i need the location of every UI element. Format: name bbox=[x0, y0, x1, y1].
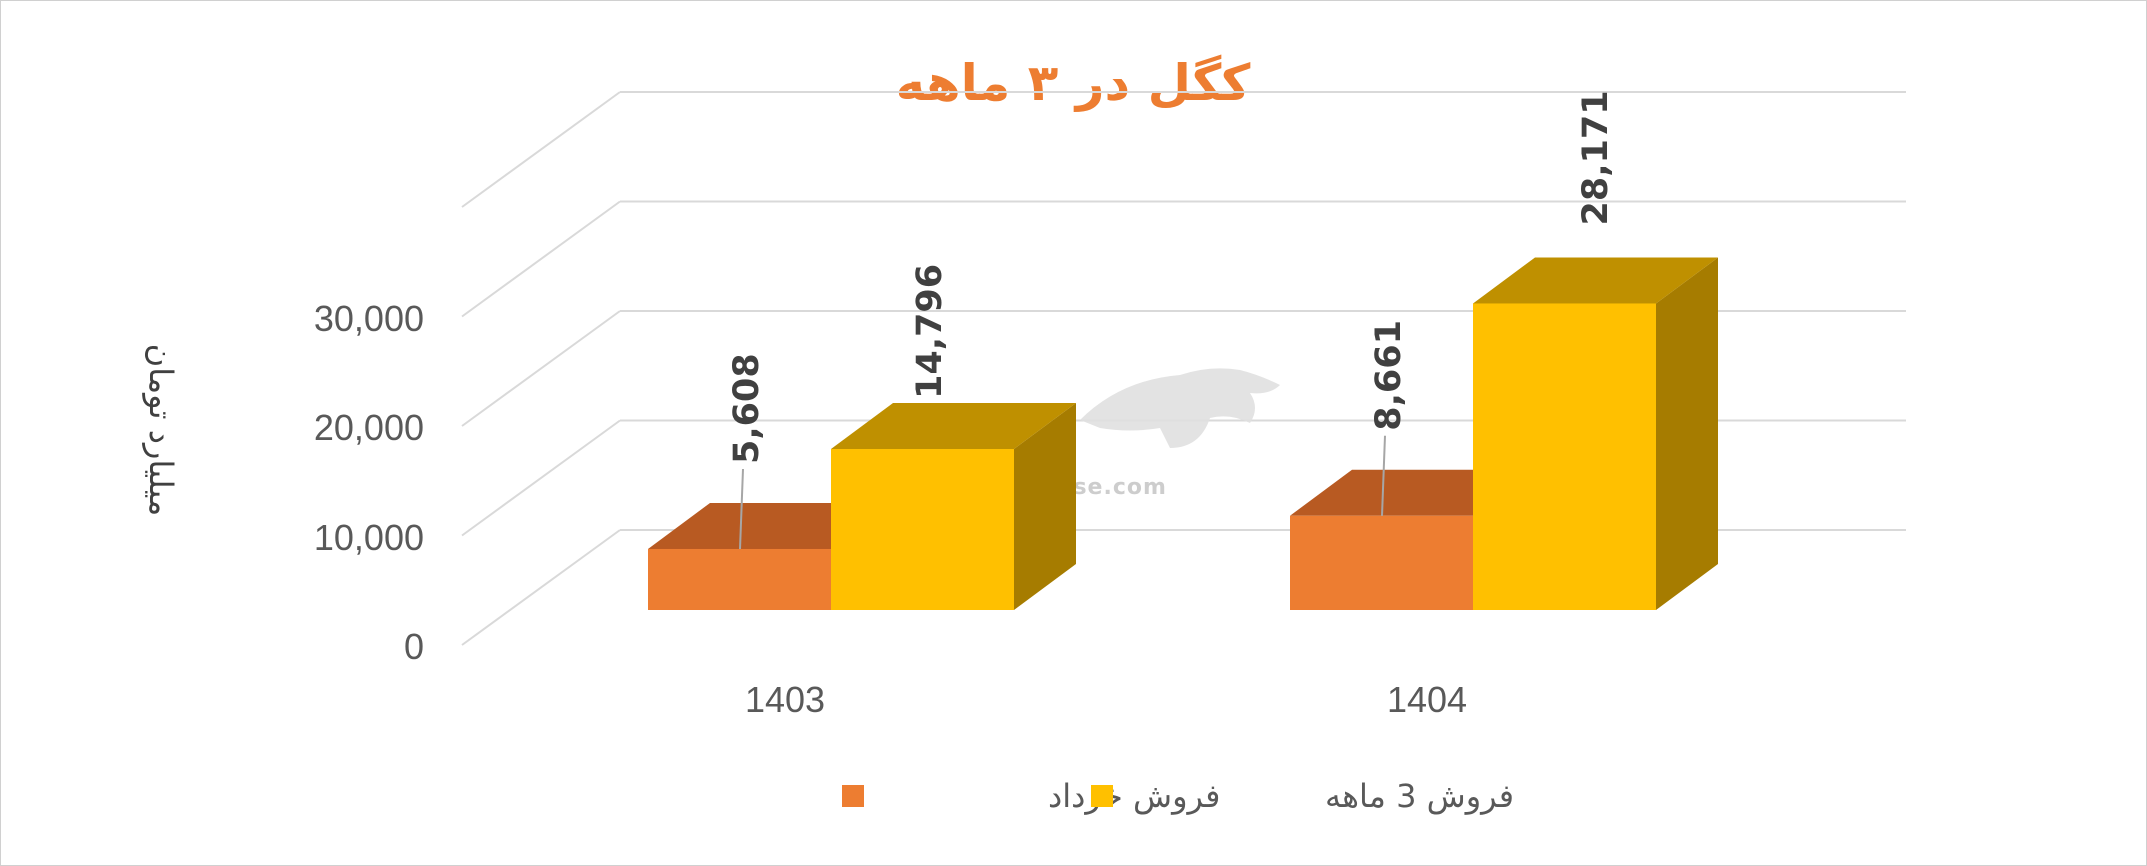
y-tick-labels: 0 10,000 20,000 30,000 bbox=[314, 298, 424, 667]
legend-swatch bbox=[1091, 785, 1113, 807]
y-tick-label: 0 bbox=[404, 626, 424, 667]
legend-swatch bbox=[842, 785, 864, 807]
bar bbox=[1473, 257, 1718, 610]
leader-line bbox=[739, 468, 744, 550]
x-tick-label: 1403 bbox=[745, 679, 825, 720]
chart-title: کگل در ۳ ماهه bbox=[896, 54, 1252, 112]
bar-top bbox=[831, 403, 1076, 449]
gridline-side bbox=[461, 200, 621, 318]
y-axis-label: میلیارد تومان bbox=[142, 344, 180, 517]
data-label: 8,661 bbox=[1369, 320, 1409, 431]
y-tick-label: 20,000 bbox=[314, 407, 424, 448]
bull-logo-icon bbox=[1080, 368, 1280, 448]
bar-side bbox=[1014, 403, 1076, 610]
bar-front bbox=[648, 548, 831, 610]
data-label: 5,608 bbox=[727, 353, 767, 464]
gridline-side bbox=[461, 419, 621, 537]
bar-side bbox=[1656, 257, 1718, 610]
leader-line bbox=[1381, 435, 1386, 516]
data-labels: 5,608 14,796 8,661 28,171 bbox=[727, 90, 1616, 550]
gridline-side bbox=[461, 529, 621, 646]
bar bbox=[831, 403, 1076, 610]
data-label: 28,171 bbox=[1576, 90, 1616, 225]
bars bbox=[648, 257, 1718, 610]
bar-front bbox=[1290, 515, 1473, 610]
legend-label: فروش 3 ماهه bbox=[1325, 777, 1514, 815]
legend: فروش خرداد فروش 3 ماهه bbox=[842, 777, 1514, 815]
bar-front bbox=[831, 449, 1014, 610]
data-label: 14,796 bbox=[910, 264, 950, 399]
x-tick-label: 1404 bbox=[1387, 679, 1467, 720]
y-tick-label: 10,000 bbox=[314, 517, 424, 558]
gridline-side bbox=[461, 310, 621, 427]
gridline-side bbox=[461, 91, 621, 208]
bar-front bbox=[1473, 303, 1656, 610]
bar-top bbox=[1473, 257, 1718, 304]
y-tick-label: 30,000 bbox=[314, 298, 424, 339]
legend-label: فروش خرداد bbox=[1048, 777, 1220, 815]
